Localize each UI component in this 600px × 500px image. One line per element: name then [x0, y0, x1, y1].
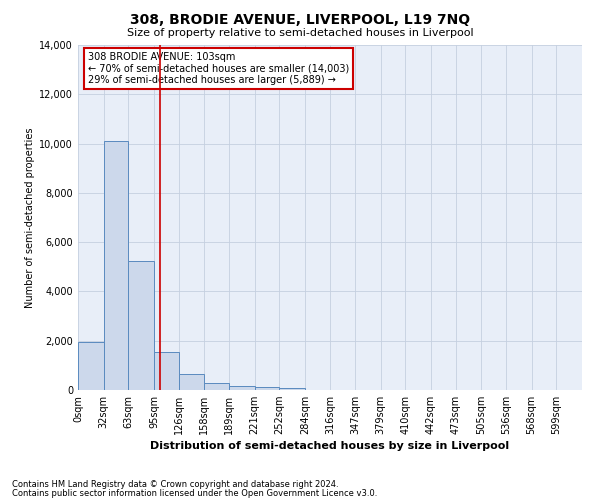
Bar [104, 141, 128, 390]
Bar [204, 383, 229, 390]
Bar [254, 387, 279, 390]
Bar [279, 388, 305, 390]
Bar [128, 260, 154, 390]
Text: Size of property relative to semi-detached houses in Liverpool: Size of property relative to semi-detach… [127, 28, 473, 38]
Text: 308 BRODIE AVENUE: 103sqm
← 70% of semi-detached houses are smaller (14,003)
29%: 308 BRODIE AVENUE: 103sqm ← 70% of semi-… [88, 52, 349, 85]
Text: Contains public sector information licensed under the Open Government Licence v3: Contains public sector information licen… [12, 488, 377, 498]
Bar [179, 374, 204, 390]
Text: Contains HM Land Registry data © Crown copyright and database right 2024.: Contains HM Land Registry data © Crown c… [12, 480, 338, 489]
X-axis label: Distribution of semi-detached houses by size in Liverpool: Distribution of semi-detached houses by … [151, 442, 509, 452]
Y-axis label: Number of semi-detached properties: Number of semi-detached properties [25, 127, 35, 308]
Text: 308, BRODIE AVENUE, LIVERPOOL, L19 7NQ: 308, BRODIE AVENUE, LIVERPOOL, L19 7NQ [130, 12, 470, 26]
Bar [154, 352, 179, 390]
Bar [229, 386, 254, 390]
Bar [78, 342, 104, 390]
